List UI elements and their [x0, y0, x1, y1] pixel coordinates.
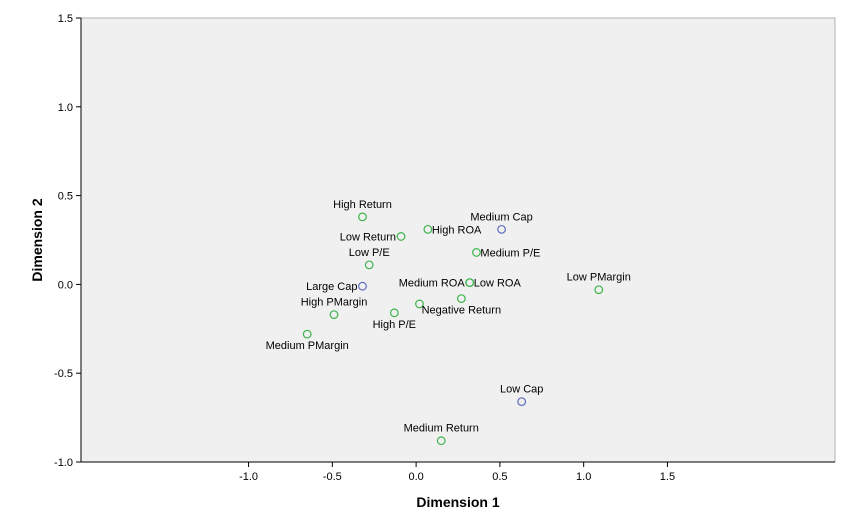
data-point: [396, 232, 406, 241]
point-label: Medium PMargin: [266, 340, 349, 352]
data-point: [364, 260, 374, 270]
point-label: Medium Cap: [470, 211, 532, 223]
data-point: [472, 248, 481, 257]
y-axis-ticks: -1.0 -0.5 0.0 0.5 1.0 1.5: [54, 13, 81, 469]
data-point: [456, 294, 466, 304]
x-tick-label: 0.5: [492, 471, 507, 483]
x-tick-label: 1.5: [660, 471, 675, 483]
data-point: [415, 299, 424, 309]
point-label: Low PMargin: [567, 272, 631, 284]
data-point: [302, 329, 312, 339]
data-point: [423, 224, 433, 234]
x-axis-ticks: -1.0 -0.5 0.0 0.5 1.0 1.5: [239, 462, 675, 483]
data-point: [436, 436, 446, 446]
y-tick-label: 1.0: [58, 102, 73, 114]
data-point: [497, 224, 506, 234]
point-label: Low ROA: [474, 278, 522, 290]
y-tick-label: -1.0: [54, 457, 73, 469]
data-point: [329, 310, 339, 319]
x-tick-label: 0.0: [408, 471, 423, 483]
plot-area: [80, 17, 836, 463]
x-tick-label: -0.5: [323, 471, 342, 483]
point-label: Low Return: [340, 231, 396, 243]
data-point: [358, 281, 367, 291]
point-label: Low Cap: [500, 384, 543, 396]
x-tick-label: -1.0: [239, 471, 258, 483]
data-point: [517, 397, 527, 407]
y-tick-label: 0.0: [58, 279, 73, 291]
point-label: Medium P/E: [480, 247, 540, 259]
y-tick-label: 0.5: [58, 191, 73, 203]
x-tick-label: 1.0: [576, 471, 591, 483]
y-tick-label: 1.5: [58, 13, 73, 25]
data-points: [302, 212, 604, 446]
point-label: Medium ROA: [399, 278, 466, 290]
point-label: High P/E: [373, 319, 416, 331]
point-label: High ROA: [432, 224, 482, 236]
point-label: Large Cap: [306, 281, 357, 293]
y-axis-title: Dimension 2: [29, 198, 45, 281]
point-label: Medium Return: [404, 423, 479, 435]
data-point: [358, 212, 367, 222]
point-label: High PMargin: [301, 297, 368, 309]
data-point: [594, 285, 604, 295]
point-label: Negative Return: [422, 305, 502, 317]
data-point: [465, 278, 475, 288]
point-label: Low P/E: [349, 247, 390, 259]
x-axis-title: Dimension 1: [416, 494, 499, 510]
point-label: High Return: [333, 199, 392, 211]
y-tick-label: -0.5: [54, 368, 73, 380]
data-point: [389, 308, 399, 318]
